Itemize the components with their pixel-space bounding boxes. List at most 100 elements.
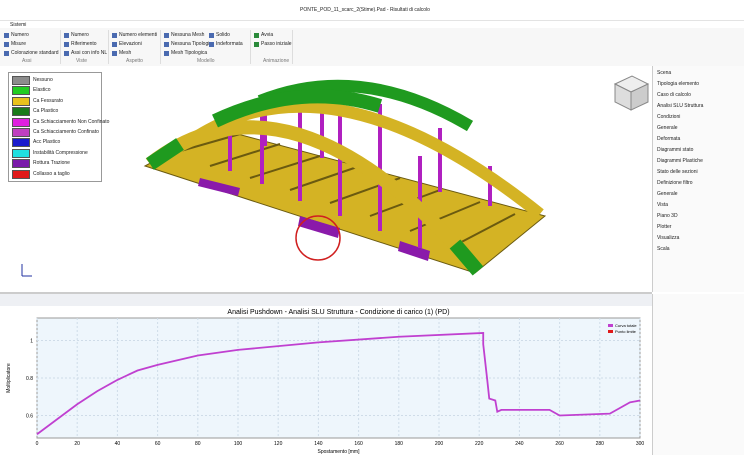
x-tick-label: 200	[435, 441, 444, 447]
ribbon-icon	[4, 42, 9, 47]
panel-item[interactable]: Caso di calcolo	[657, 92, 691, 98]
ribbon-button[interactable]: Numero elementi	[119, 32, 158, 38]
ribbon-button[interactable]: Passo iniziale	[261, 41, 292, 47]
panel-item[interactable]: Stato delle sezioni	[657, 169, 698, 175]
panel-item[interactable]: Tipologia elemento	[657, 81, 700, 87]
panel-item[interactable]: Deformata	[657, 136, 681, 142]
ribbon-separator	[292, 30, 293, 64]
ribbon-icon	[64, 33, 69, 38]
legend-label: Rottura Trazione	[33, 160, 70, 167]
x-tick-label: 120	[274, 441, 283, 447]
legend: Nessuno Elastico Ca Fessurato Ca Plastico Ca…	[8, 72, 109, 182]
panel-item[interactable]: Diagrammi Plastiche	[657, 158, 703, 164]
chart-title: Analisi Pushdown - Analisi SLU Struttura…	[227, 309, 449, 316]
panel-item[interactable]: Condizioni	[657, 114, 681, 120]
view-cube[interactable]	[613, 75, 650, 111]
panel-item[interactable]: Plotter	[657, 224, 672, 230]
ribbon-group-label: Modello	[197, 58, 215, 64]
ribbon-separator	[60, 30, 61, 64]
ribbon-button[interactable]: Assi con info NL	[71, 50, 108, 56]
x-tick-label: 140	[314, 441, 323, 447]
highlight-circle	[295, 215, 341, 261]
x-tick-label: 80	[195, 441, 201, 447]
panel-item[interactable]: Piano 3D	[657, 213, 678, 219]
ribbon-separator	[160, 30, 161, 64]
ribbon-icon	[64, 42, 69, 47]
legend-label: Punto limite	[615, 329, 637, 334]
x-tick-label: 160	[354, 441, 363, 447]
ribbon-button[interactable]: Colorazione standard	[11, 50, 59, 56]
x-axis-label: Spostamento [mm]	[318, 449, 361, 455]
legend-label: Instabilità Compressione	[33, 149, 88, 156]
ribbon-icon	[164, 51, 169, 56]
x-tick-label: 240	[515, 441, 524, 447]
ribbon-button[interactable]: Mesh Tipologica	[171, 50, 208, 56]
ribbon-icon	[112, 42, 117, 47]
x-tick-label: 60	[155, 441, 161, 447]
panel-item[interactable]: Vista	[657, 202, 669, 208]
x-tick-label: 300	[636, 441, 645, 447]
legend-label: Collasso a taglio	[33, 170, 70, 177]
ribbon-button[interactable]: Elevazioni	[119, 41, 142, 47]
ribbon-button[interactable]: Mesh	[119, 50, 132, 56]
x-tick-label: 280	[596, 441, 605, 447]
x-tick-label: 220	[475, 441, 484, 447]
legend-label: Acc Plastico	[33, 139, 61, 146]
panel-item[interactable]: Scena	[657, 70, 672, 76]
legend-swatch	[12, 148, 30, 158]
legend-swatch	[12, 169, 30, 179]
panel-item[interactable]: Definizione filtro	[657, 180, 693, 186]
ribbon-icon	[164, 33, 169, 38]
title-bar	[0, 0, 744, 21]
panel-item[interactable]: Diagrammi stato	[657, 147, 694, 153]
ribbon-button[interactable]: Numero	[11, 32, 29, 38]
ribbon-icon	[254, 33, 259, 38]
panel-item[interactable]: Visualizza	[657, 235, 680, 241]
ribbon-icon	[209, 33, 214, 38]
y-tick-label: 1	[30, 339, 33, 345]
axes-icon	[21, 264, 32, 277]
ribbon: Assi Numero Misure Colorazione standard Vist…	[0, 28, 744, 67]
legend-swatch	[12, 138, 30, 148]
ribbon-group-label: Assi	[22, 58, 32, 64]
legend-swatch	[12, 96, 30, 106]
panel-item[interactable]: Generale	[657, 125, 678, 131]
ribbon-button[interactable]: Solido	[216, 32, 230, 38]
ribbon-button[interactable]: Misure	[11, 41, 27, 47]
ribbon-button[interactable]: Avvia	[261, 32, 274, 38]
bridge-3d	[21, 75, 650, 277]
side-panel-lower	[652, 294, 744, 455]
ribbon-group-label: Viste	[76, 58, 88, 64]
ribbon-button[interactable]: Nessuna Mesh	[171, 32, 205, 38]
series-line	[36, 332, 641, 435]
ribbon-separator	[108, 30, 109, 64]
panel-item[interactable]: Scala	[657, 246, 670, 252]
ribbon-icon	[4, 51, 9, 56]
legend-swatch	[12, 76, 30, 85]
legend-swatch	[12, 128, 30, 137]
ribbon-icon	[254, 42, 259, 47]
menu-tab[interactable]: Sistemi	[10, 22, 27, 28]
legend-swatch	[12, 117, 30, 127]
ribbon-icon	[64, 51, 69, 56]
legend-label: Ca Schiacciamento Non Confinato	[33, 118, 110, 125]
legend-label: Curva totale	[615, 323, 637, 328]
x-tick-label: 260	[555, 441, 564, 447]
window-title: PONTE_POD_11_scarc_2(Stime).Pad - Risult…	[300, 7, 430, 13]
ribbon-button[interactable]: Riferimento	[71, 41, 97, 47]
front-arch	[145, 120, 481, 271]
ribbon-separator	[250, 30, 251, 64]
ribbon-icon	[4, 33, 9, 38]
ribbon-button[interactable]: Numero	[71, 32, 89, 38]
ribbon-icon	[112, 51, 117, 56]
ribbon-button[interactable]: Nessuna Tipologia	[171, 41, 213, 47]
ribbon-icon	[164, 42, 169, 47]
x-tick-label: 20	[74, 441, 80, 447]
panel-item[interactable]: Analisi SLU Struttura	[657, 103, 704, 109]
ribbon-button[interactable]: Indeformata	[216, 41, 243, 47]
ribbon-icon	[209, 42, 214, 47]
panel-item[interactable]: Generale	[657, 191, 678, 197]
y-axis-label: Moltiplicatore	[6, 363, 12, 393]
legend-swatch	[608, 330, 613, 333]
